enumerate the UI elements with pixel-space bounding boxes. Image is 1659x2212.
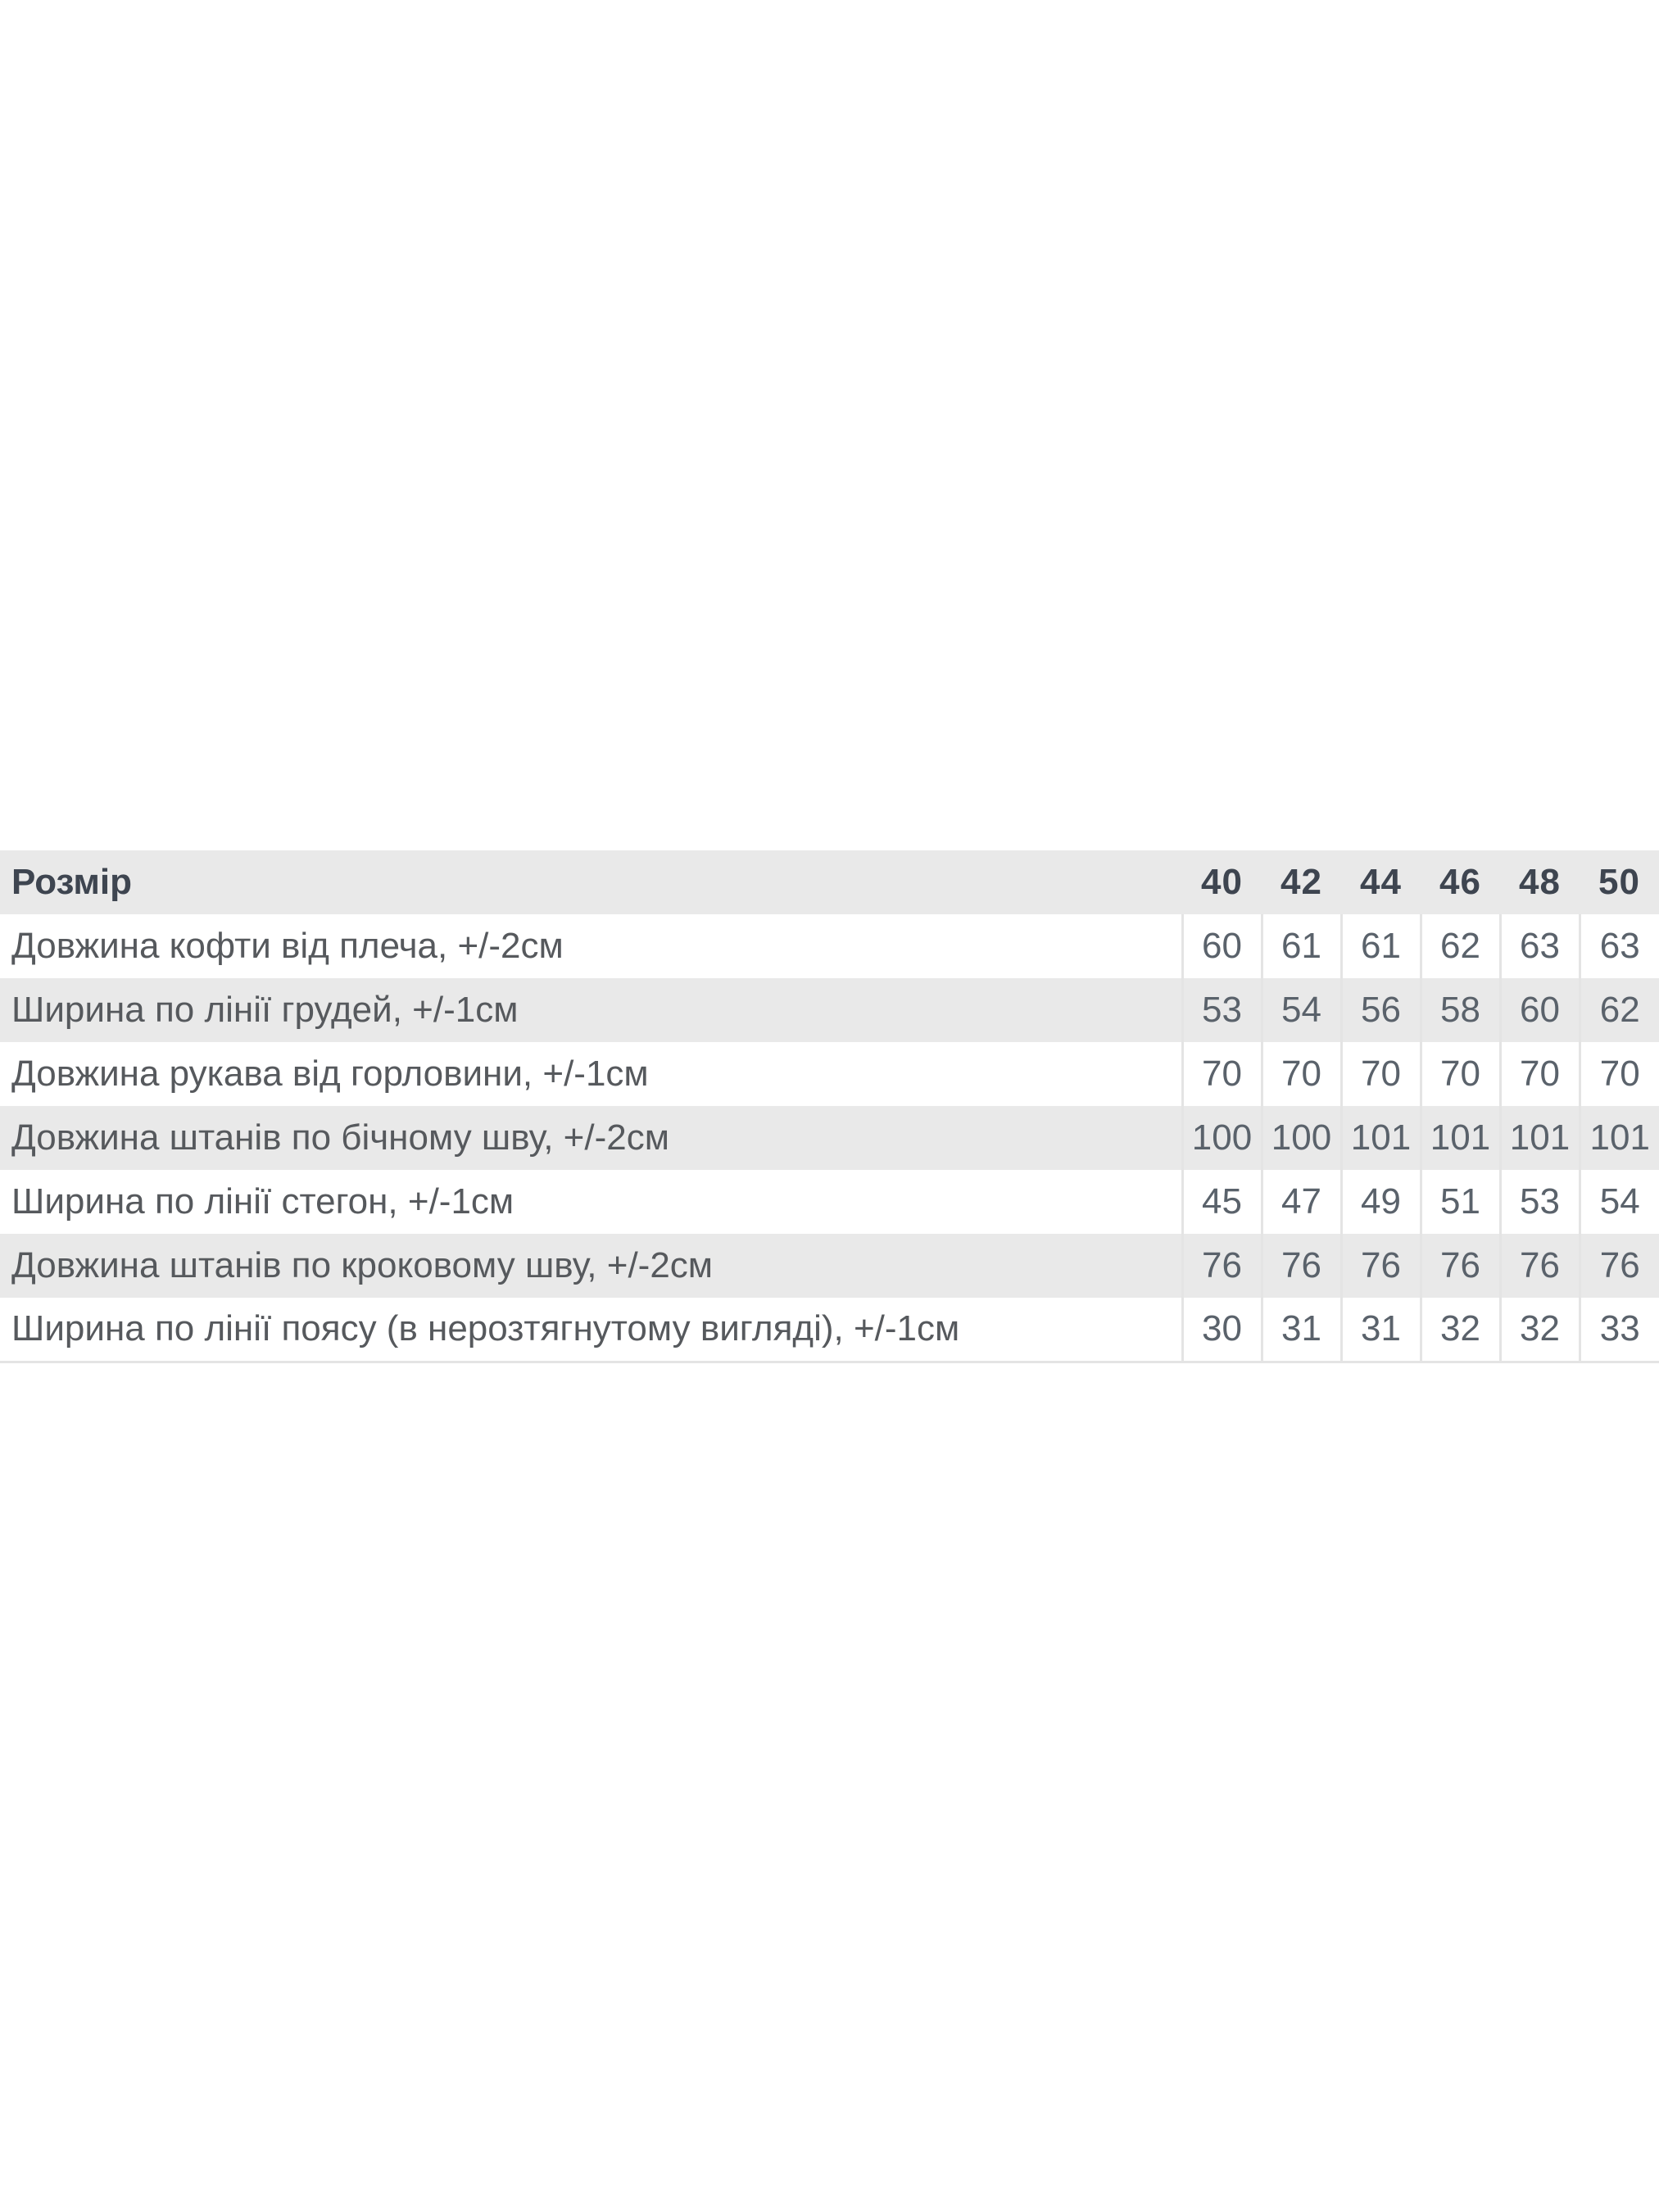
measurement-row: Довжина штанів по кроковому шву, +/-2см …: [0, 1234, 1659, 1298]
size-header-cell: 40: [1201, 862, 1243, 902]
measurement-row: Довжина рукава від горловини, +/-1см 70 …: [0, 1042, 1659, 1106]
measurement-label: Ширина по лінії стегон, +/-1см: [11, 1181, 514, 1222]
measurement-value: 76: [1578, 1234, 1659, 1298]
measurement-value: 54: [1260, 978, 1341, 1042]
measurement-value: 32: [1498, 1298, 1580, 1363]
size-chart-table: Розмір 40 42 44 46 48 50 Довжина кофти в…: [0, 850, 1659, 1363]
measurement-value: 70: [1260, 1042, 1341, 1106]
measurement-row: Ширина по лінії поясу (в нерозтягнутому …: [0, 1298, 1659, 1363]
measurement-value: 51: [1419, 1170, 1500, 1234]
measurement-value: 76: [1339, 1234, 1421, 1298]
measurement-value: 76: [1260, 1234, 1341, 1298]
size-header-cell: 44: [1360, 862, 1402, 902]
measurement-label: Ширина по лінії грудей, +/-1см: [11, 990, 519, 1030]
measurement-value: 53: [1181, 978, 1262, 1042]
measurement-label: Довжина рукава від горловини, +/-1см: [11, 1054, 649, 1094]
measurement-value: 61: [1260, 914, 1341, 978]
measurement-value: 76: [1181, 1234, 1262, 1298]
measurement-value: 101: [1578, 1106, 1659, 1170]
measurement-value: 53: [1498, 1170, 1580, 1234]
measurement-value: 70: [1181, 1042, 1262, 1106]
measurement-value: 70: [1498, 1042, 1580, 1106]
row-label-header: Розмір: [11, 862, 132, 902]
measurement-value: 54: [1578, 1170, 1659, 1234]
size-header-cell: 50: [1598, 862, 1640, 902]
measurement-value: 58: [1419, 978, 1500, 1042]
measurement-value: 56: [1339, 978, 1421, 1042]
measurement-value: 100: [1181, 1106, 1262, 1170]
measurement-value: 100: [1260, 1106, 1341, 1170]
measurement-row: Ширина по лінії грудей, +/-1см 53 54 56 …: [0, 978, 1659, 1042]
size-header-cell: 48: [1519, 862, 1561, 902]
measurement-value: 63: [1578, 914, 1659, 978]
measurement-label: Довжина штанів по бічному шву, +/-2см: [11, 1117, 669, 1158]
measurement-value: 62: [1578, 978, 1659, 1042]
measurement-value: 76: [1498, 1234, 1580, 1298]
measurement-label: Ширина по лінії поясу (в нерозтягнутому …: [0, 1298, 1182, 1363]
measurement-value: 101: [1498, 1106, 1580, 1170]
measurement-value: 70: [1578, 1042, 1659, 1106]
measurement-value: 101: [1419, 1106, 1500, 1170]
measurement-value: 49: [1339, 1170, 1421, 1234]
measurement-value: 70: [1339, 1042, 1421, 1106]
measurement-row: Довжина кофти від плеча, +/-2см 60 61 61…: [0, 914, 1659, 978]
measurement-value: 76: [1419, 1234, 1500, 1298]
measurement-value: 30: [1181, 1298, 1262, 1363]
size-table-header-row: Розмір 40 42 44 46 48 50: [0, 850, 1659, 914]
size-header-cell: 42: [1281, 862, 1322, 902]
measurement-value: 33: [1578, 1298, 1659, 1363]
measurement-value: 101: [1339, 1106, 1421, 1170]
measurement-value: 63: [1498, 914, 1580, 978]
measurement-value: 62: [1419, 914, 1500, 978]
measurement-row: Довжина штанів по бічному шву, +/-2см 10…: [0, 1106, 1659, 1170]
measurement-value: 47: [1260, 1170, 1341, 1234]
measurement-value: 61: [1339, 914, 1421, 978]
measurement-value: 60: [1498, 978, 1580, 1042]
measurement-label: Довжина кофти від плеча, +/-2см: [11, 926, 564, 966]
measurement-label: Довжина штанів по кроковому шву, +/-2см: [11, 1245, 714, 1285]
measurement-value: 45: [1181, 1170, 1262, 1234]
measurement-row: Ширина по лінії стегон, +/-1см 45 47 49 …: [0, 1170, 1659, 1234]
measurement-value: 31: [1339, 1298, 1421, 1363]
size-header-cell: 46: [1439, 862, 1481, 902]
measurement-value: 70: [1419, 1042, 1500, 1106]
measurement-value: 31: [1260, 1298, 1341, 1363]
measurement-value: 32: [1419, 1298, 1500, 1363]
measurement-value: 60: [1181, 914, 1262, 978]
